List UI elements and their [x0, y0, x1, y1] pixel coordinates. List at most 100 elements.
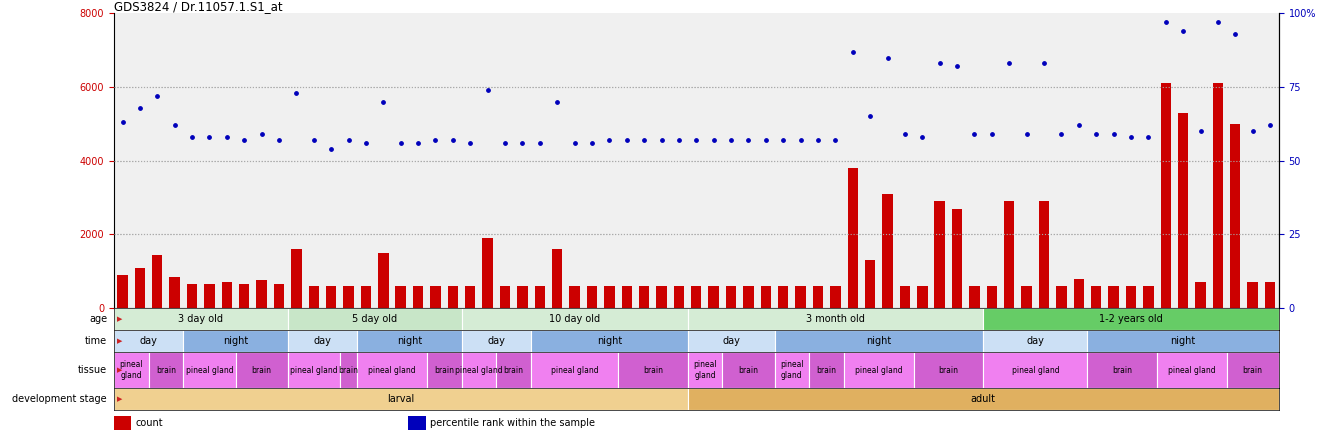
Bar: [774, 352, 809, 388]
Bar: [205, 284, 214, 308]
Bar: [900, 286, 911, 308]
Text: day: day: [722, 336, 740, 346]
Bar: [619, 352, 688, 388]
Bar: [795, 286, 806, 308]
Bar: [447, 286, 458, 308]
Bar: [1087, 352, 1157, 388]
Bar: [395, 286, 406, 308]
Point: [459, 139, 481, 147]
Bar: [1157, 352, 1227, 388]
Point: [651, 137, 672, 144]
Bar: [1178, 113, 1188, 308]
Text: day: day: [313, 336, 331, 346]
Text: brain: brain: [738, 365, 758, 375]
Bar: [882, 194, 893, 308]
Text: day: day: [1027, 336, 1044, 346]
Point: [494, 139, 516, 147]
Text: ▶: ▶: [116, 396, 122, 402]
Bar: [534, 286, 545, 308]
Text: 1-2 years old: 1-2 years old: [1099, 314, 1162, 324]
Text: brain: brain: [434, 365, 454, 375]
Point: [546, 98, 568, 105]
Bar: [1109, 286, 1119, 308]
Bar: [1126, 286, 1137, 308]
Point: [894, 131, 916, 138]
Bar: [378, 253, 388, 308]
Point: [877, 54, 898, 61]
Bar: [183, 352, 236, 388]
Bar: [761, 286, 771, 308]
Bar: [1144, 286, 1154, 308]
Text: night: night: [222, 336, 248, 346]
Text: pineal
gland: pineal gland: [781, 361, 803, 380]
Point: [337, 137, 359, 144]
Point: [1225, 30, 1247, 37]
Text: 3 month old: 3 month old: [806, 314, 865, 324]
Bar: [639, 286, 649, 308]
Bar: [288, 352, 340, 388]
Bar: [308, 286, 319, 308]
Point: [250, 131, 272, 138]
Bar: [236, 352, 288, 388]
Text: tissue: tissue: [78, 365, 107, 375]
Bar: [114, 352, 149, 388]
Text: pineal gland: pineal gland: [856, 365, 902, 375]
Point: [999, 60, 1020, 67]
Bar: [1022, 286, 1032, 308]
Bar: [621, 286, 632, 308]
Bar: [256, 281, 266, 308]
Point: [163, 122, 185, 129]
Bar: [114, 388, 688, 410]
Text: day: day: [139, 336, 158, 346]
Bar: [778, 286, 789, 308]
Text: brain: brain: [939, 365, 959, 375]
Bar: [149, 352, 183, 388]
Point: [1051, 131, 1073, 138]
Bar: [586, 286, 597, 308]
Text: brain: brain: [817, 365, 837, 375]
Bar: [291, 249, 301, 308]
Bar: [983, 308, 1279, 330]
Bar: [273, 284, 284, 308]
Bar: [1248, 282, 1257, 308]
Text: development stage: development stage: [12, 394, 107, 404]
Text: pineal gland: pineal gland: [1011, 365, 1059, 375]
Point: [860, 113, 881, 120]
Bar: [722, 352, 774, 388]
Bar: [532, 352, 619, 388]
Bar: [1227, 352, 1279, 388]
Text: pineal gland: pineal gland: [1168, 365, 1216, 375]
Text: brain: brain: [1243, 365, 1263, 375]
Bar: [153, 255, 162, 308]
Point: [1069, 122, 1090, 129]
Text: night: night: [597, 336, 623, 346]
Point: [842, 48, 864, 55]
Text: night: night: [866, 336, 892, 346]
Bar: [360, 286, 371, 308]
Bar: [774, 330, 983, 352]
Text: ▶: ▶: [116, 338, 122, 344]
Point: [720, 137, 742, 144]
Bar: [340, 352, 358, 388]
Point: [442, 137, 463, 144]
Bar: [170, 277, 179, 308]
Bar: [482, 238, 493, 308]
Bar: [114, 308, 288, 330]
Bar: [430, 286, 441, 308]
Text: larval: larval: [387, 394, 414, 404]
Bar: [604, 286, 615, 308]
Bar: [688, 388, 1279, 410]
Text: 3 day old: 3 day old: [178, 314, 224, 324]
Point: [599, 137, 620, 144]
Bar: [118, 275, 127, 308]
Bar: [969, 286, 980, 308]
Bar: [187, 284, 197, 308]
Bar: [343, 286, 353, 308]
Bar: [830, 286, 841, 308]
Bar: [517, 286, 528, 308]
Bar: [688, 330, 774, 352]
Point: [929, 60, 951, 67]
Point: [807, 137, 829, 144]
Point: [703, 137, 724, 144]
Point: [912, 134, 933, 141]
